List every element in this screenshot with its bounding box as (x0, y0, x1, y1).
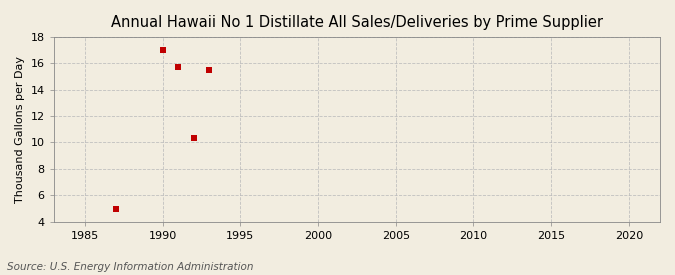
Point (204, 68, 215, 72)
Title: Annual Hawaii No 1 Distillate All Sales/Deliveries by Prime Supplier: Annual Hawaii No 1 Distillate All Sales/… (111, 15, 603, 30)
Point (173, 65, 184, 69)
Y-axis label: Thousand Gallons per Day: Thousand Gallons per Day (15, 56, 25, 203)
Point (157, 48, 168, 52)
Point (111, 206, 122, 211)
Text: Source: U.S. Energy Information Administration: Source: U.S. Energy Information Administ… (7, 262, 253, 272)
Point (188, 136, 199, 141)
